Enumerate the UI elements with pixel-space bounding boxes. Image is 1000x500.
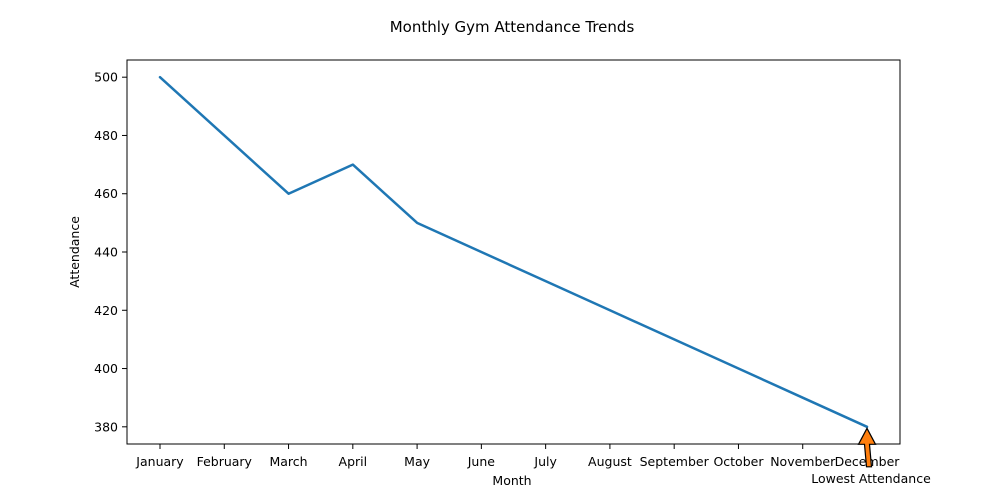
x-tick-label: September xyxy=(640,454,710,469)
x-tick-label: April xyxy=(339,454,368,469)
y-tick-label: 440 xyxy=(94,245,118,260)
x-tick-label: June xyxy=(467,454,496,469)
y-tick-label: 480 xyxy=(94,128,118,143)
x-tick-label: July xyxy=(533,454,557,469)
chart-title: Monthly Gym Attendance Trends xyxy=(390,18,635,36)
x-tick-label: October xyxy=(713,454,764,469)
x-tick-label: November xyxy=(770,454,836,469)
plot-frame xyxy=(126,59,901,445)
x-tick-label: March xyxy=(269,454,307,469)
x-tick-label: January xyxy=(135,454,184,469)
y-tick-label: 460 xyxy=(94,186,118,201)
x-tick-label: May xyxy=(404,454,430,469)
y-tick-label: 420 xyxy=(94,303,118,318)
y-tick-label: 380 xyxy=(94,419,118,434)
annotation: Lowest Attendance xyxy=(811,427,931,486)
x-axis: January February March April May June July Augu… xyxy=(135,444,900,469)
annotation-text: Lowest Attendance xyxy=(811,471,931,486)
y-axis-label: Attendance xyxy=(67,216,82,288)
series-line-0 xyxy=(158,75,869,429)
x-tick-label: August xyxy=(588,454,632,469)
y-axis: 380 400 420 440 460 480 500 xyxy=(94,70,127,434)
y-tick-label: 400 xyxy=(94,361,118,376)
x-axis-label: Month xyxy=(492,473,531,488)
x-tick-label: February xyxy=(197,454,253,469)
y-tick-label: 500 xyxy=(94,70,118,85)
annotation-arrow xyxy=(857,427,877,468)
series-layer xyxy=(158,75,869,429)
